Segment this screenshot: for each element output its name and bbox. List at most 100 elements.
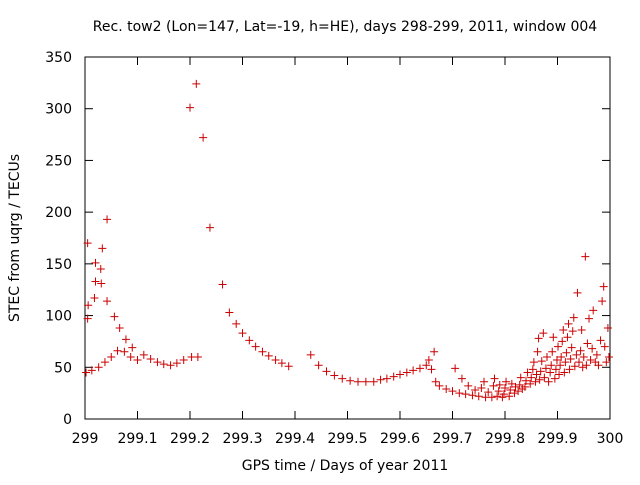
data-point [578,363,587,372]
x-tick-label: 300 [597,431,624,447]
y-tick-label: 50 [54,360,72,376]
data-point [121,335,130,344]
data-point [139,350,148,359]
data-point [505,392,514,401]
x-tick-label: 299.3 [222,431,262,447]
data-point [193,352,202,361]
data-point [579,352,588,361]
data-point [179,356,188,365]
data-point [98,244,107,253]
data-point [87,366,96,375]
data-point [535,375,544,384]
data-point [543,352,551,361]
data-point [199,133,208,142]
axis-ticks: 299 299.1 299.2 299.3 299.4 299.5 299.6 299.7 29… [45,50,623,447]
data-point [533,347,542,356]
data-point [522,376,530,385]
data-point [376,375,385,384]
data-point [415,364,424,373]
data-point [120,347,129,356]
x-tick-label: 299.1 [117,431,157,447]
data-point [489,381,498,390]
data-point [245,336,254,345]
data-point [541,364,550,373]
data-point [422,361,431,370]
data-point [232,319,241,328]
data-point [539,329,548,338]
data-point [322,367,331,376]
y-tick-label: 200 [45,205,72,221]
y-tick-label: 150 [45,257,72,273]
data-point [484,388,493,397]
data-point [494,387,503,396]
data-point [575,358,584,367]
data-point [455,389,464,398]
data-point [94,363,103,372]
data-point [264,351,273,360]
data-point [435,381,444,390]
data-point [480,377,488,386]
y-tick-label: 100 [45,309,72,325]
data-point [361,377,370,386]
data-point [251,342,260,351]
data-point [526,379,535,388]
x-tick-label: 299.8 [485,431,525,447]
data-point [277,359,286,368]
data-point [205,223,214,232]
data-point [461,390,470,399]
x-tick-label: 299.5 [327,431,367,447]
data-point [556,361,565,370]
data-point [107,352,116,361]
data-point [389,372,398,381]
data-point [103,297,112,306]
data-point [502,377,511,386]
x-tick-label: 299.6 [380,431,420,447]
data-point [402,368,411,377]
data-point [430,347,439,356]
y-tick-label: 250 [45,153,72,169]
data-point [592,350,601,359]
data-point [431,377,440,386]
data-point [546,368,555,377]
data-point [565,365,574,374]
data-point [471,386,480,395]
data-point [540,373,549,382]
data-point [83,314,92,323]
data-point [103,215,112,224]
data-point [369,377,378,386]
data-point [547,361,556,370]
data-point [427,365,436,374]
data-point [514,387,523,396]
data-point [563,333,572,342]
data-point [354,377,362,386]
data-point [569,313,578,322]
data-point [567,343,576,352]
x-tick-label: 299.7 [432,431,472,447]
data-point [382,374,391,383]
data-point [516,373,525,382]
data-point [457,374,466,383]
data-point [314,361,323,370]
data-point [82,368,91,377]
data-point [159,360,168,369]
data-point [534,334,543,343]
data-point [544,377,553,386]
data-point [596,336,605,345]
data-point [100,358,109,367]
data-point [468,391,477,400]
data-point [330,371,339,380]
data-point [572,350,581,359]
y-tick-label: 300 [45,102,72,118]
data-point [594,361,603,370]
data-point [581,252,590,261]
data-point [582,361,591,370]
data-point [110,312,119,321]
data-point [238,329,247,338]
data-point [549,333,558,342]
data-point [531,377,540,386]
data-point [573,288,582,297]
data-point [284,362,293,371]
data-point [585,314,593,323]
